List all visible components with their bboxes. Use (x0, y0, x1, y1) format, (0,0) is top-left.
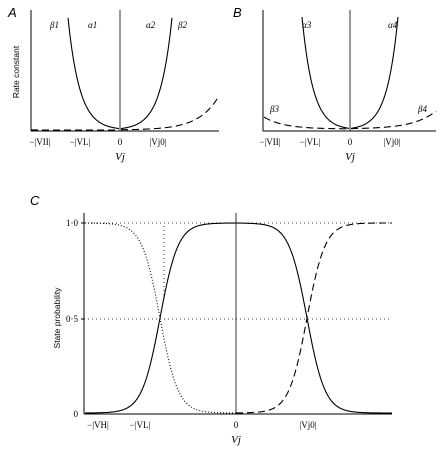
panel-c-ytick-label-0: 0 (74, 409, 79, 419)
panel-a-label-beta1: β1 (49, 20, 59, 30)
panel-b-beta3-curve (263, 116, 349, 130)
panel-a-tick-vl: −|VL| (70, 137, 91, 147)
panel-c-tick-vh: −|VH| (87, 420, 109, 430)
panel-b-tick-vj0: |Vj0| (383, 137, 400, 147)
panel-b-label-beta3: β3 (269, 104, 279, 114)
panel-a-alpha1-curve (67, 17, 120, 130)
panel-b-tick-zero: 0 (348, 137, 353, 147)
panel-c-tick-vl: −|VL| (130, 420, 151, 430)
panel-a-alpha2-curve (120, 17, 173, 130)
panel-a-label-beta2: β2 (177, 20, 187, 30)
panel-c-ytick-label-1: 1·0 (66, 218, 78, 228)
panel-c-ytick-label-05: 0·5 (66, 314, 78, 324)
panel-b-tick-vl: −|VL| (300, 137, 321, 147)
panel-c-solid-rise (84, 222, 236, 414)
panel-b-xlabel: Vj (345, 151, 355, 163)
panel-a-ylabel: Rate constant (11, 45, 21, 98)
panel-b: B α3 β3 α4 β4 −|VII| −|VL| 0 |Vj0| Vj (233, 5, 437, 163)
panel-c-xlabel: Vj (231, 434, 241, 446)
panel-a-label-alpha1: α1 (88, 20, 97, 30)
panel-a-beta2-curve (121, 95, 220, 131)
panel-a-tick-vj0: |Vj0| (149, 137, 166, 147)
panel-c-dashed-rise (236, 222, 392, 414)
panel-c-curves (84, 222, 392, 414)
panel-b-beta4-curve (351, 110, 437, 130)
panel-a-xlabel: Vj (115, 151, 125, 163)
panel-a-label-alpha2: α2 (146, 20, 156, 30)
panel-c: C 1·0 0·5 0 State probability −|VH| −|VL… (30, 193, 392, 446)
panel-c-tick-zero: 0 (234, 420, 239, 430)
panel-c-tick-vj0: |Vj0| (299, 420, 316, 430)
panel-b-tick-vii: −|VII| (259, 137, 280, 147)
panel-b-label-alpha4: α4 (388, 20, 398, 30)
panel-c-dotted-fall (84, 222, 236, 414)
panel-b-curves (263, 16, 437, 130)
panel-a-tick-zero: 0 (118, 137, 123, 147)
panel-c-ylabel: State probability (52, 287, 62, 349)
panel-c-solid-fall (236, 222, 392, 414)
panel-b-label-beta4: β4 (417, 104, 427, 114)
panel-c-letter: C (30, 193, 40, 208)
panel-b-letter: B (233, 5, 242, 20)
panel-b-label-alpha3: α3 (302, 20, 312, 30)
panel-a: A Rate constant β1 α1 α2 β2 −|VII| −|VL|… (7, 5, 220, 163)
panel-a-letter: A (7, 5, 17, 20)
panel-b-alpha4-curve (350, 16, 399, 129)
panel-b-alpha3-curve (301, 16, 350, 129)
panel-a-curves (31, 17, 220, 131)
panel-a-tick-vii: −|VII| (29, 137, 50, 147)
